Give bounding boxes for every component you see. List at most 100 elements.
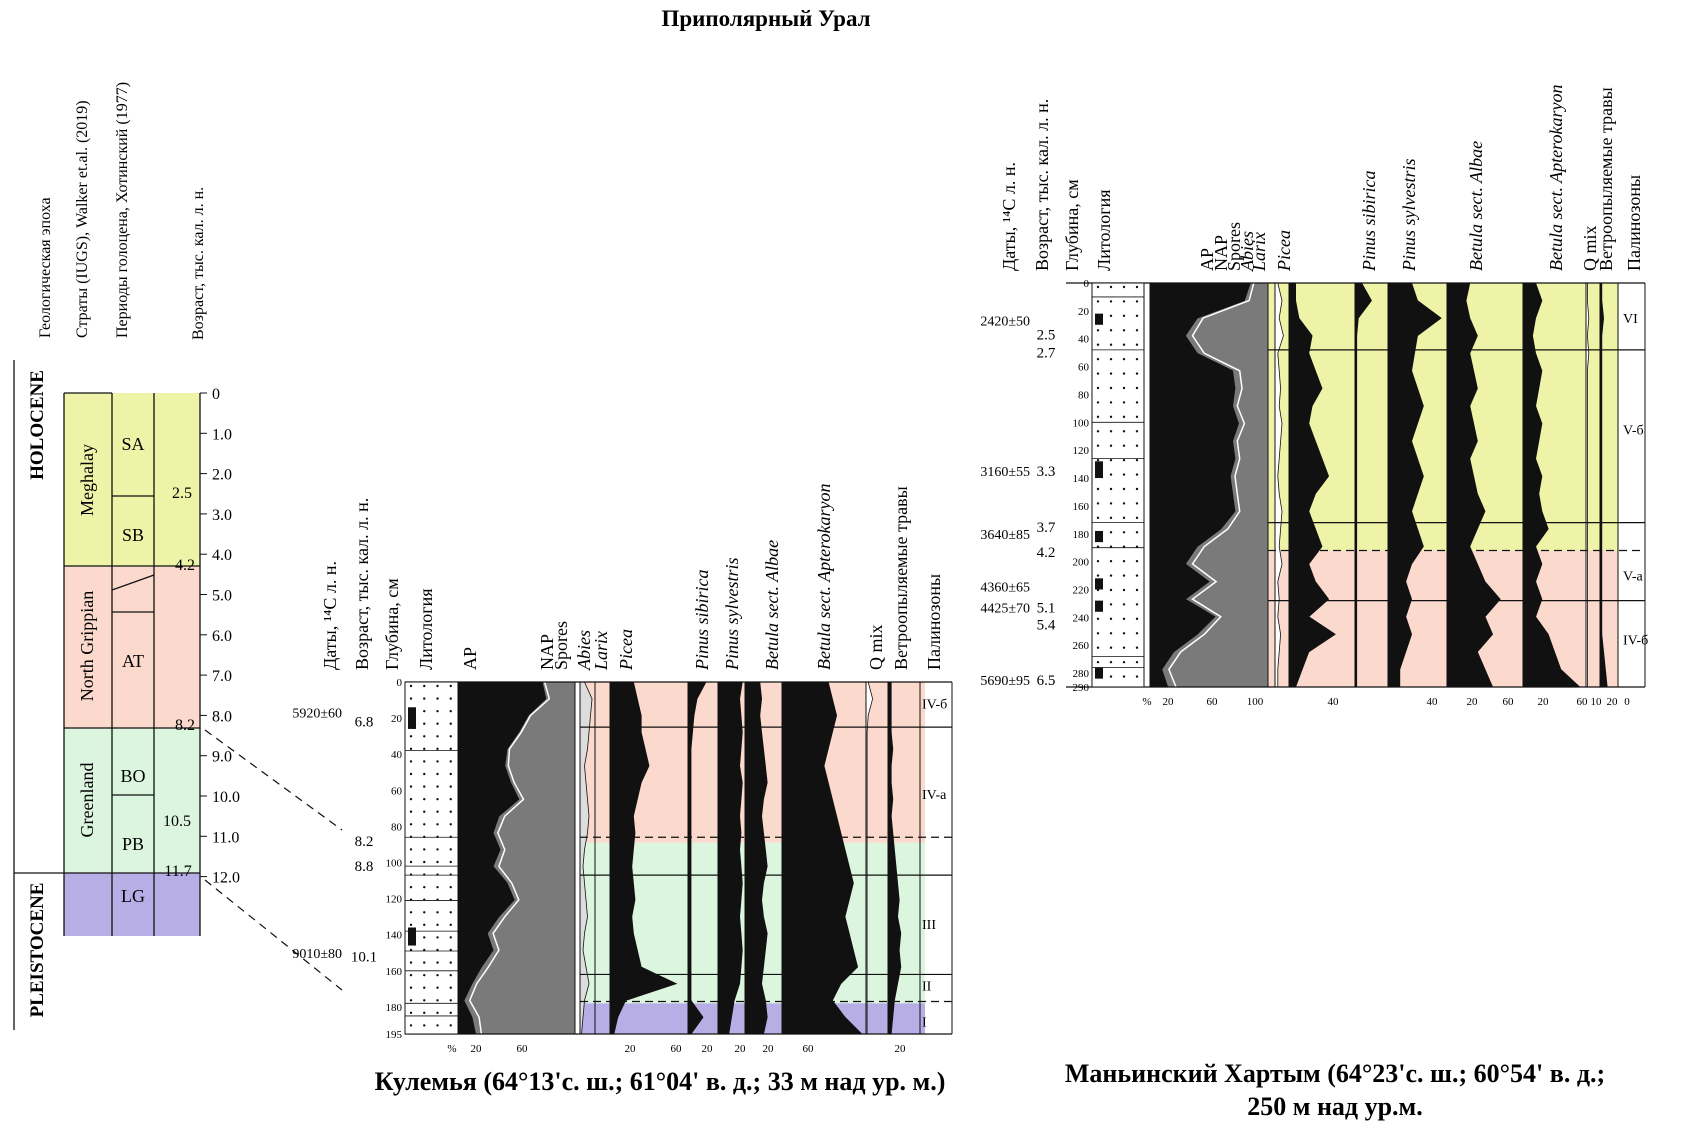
lithology-block	[1095, 600, 1103, 612]
lithology-dot	[1135, 386, 1139, 390]
lithology-dot	[1096, 386, 1100, 390]
lithology-dot	[423, 772, 426, 776]
age-tick-label: 1.0	[212, 426, 232, 443]
lithology-dot	[1109, 646, 1113, 649]
depth-label: 160	[386, 966, 403, 978]
curve-picea	[1288, 282, 1336, 688]
northgrippian-fill	[64, 566, 200, 728]
lithology-dot	[409, 961, 413, 964]
lithology-dot	[436, 986, 439, 989]
depth-label: 200	[1073, 557, 1090, 569]
lithology-dot	[423, 973, 426, 977]
lithology-dot	[1135, 343, 1139, 346]
lithology-dot	[436, 936, 439, 939]
lithology-dot	[423, 999, 426, 1002]
lithology-dot	[436, 797, 439, 801]
taxon-header: Spores	[551, 621, 571, 670]
palynozone-label: V-б	[1623, 423, 1644, 438]
lithology-dot	[1096, 660, 1100, 664]
lithology-dot	[1096, 487, 1100, 491]
lithology-dot	[449, 760, 452, 763]
lithology-dot	[409, 772, 413, 776]
lithology-dot	[1122, 343, 1126, 346]
age-tick-label: 12.0	[212, 870, 240, 887]
lithology-dot	[1135, 458, 1139, 462]
lithology-dot	[1122, 372, 1126, 375]
lithology-dot	[423, 848, 426, 851]
lithology-dot	[409, 923, 413, 927]
lithology-dot	[436, 772, 439, 776]
age-tick-label: 4.0	[212, 547, 232, 564]
lithology-dot	[449, 885, 452, 889]
calibrated-age: 4.2	[1037, 545, 1056, 561]
taxon-header: NAP	[1211, 235, 1231, 271]
lithology-dot	[423, 885, 426, 889]
lithology-dot	[449, 797, 452, 801]
taxon-header: Betula sect. Albae	[1466, 141, 1486, 271]
depth-label: 120	[1073, 445, 1090, 457]
lithology-dot	[449, 961, 452, 964]
lithology-dot	[1135, 401, 1139, 404]
lithology-dot	[449, 722, 452, 725]
lithology-dot	[1122, 487, 1126, 491]
lithology-dot	[1109, 473, 1113, 476]
lithology-dot	[1122, 675, 1126, 678]
taxon-header: Q mix	[866, 624, 886, 670]
calibrated-age: 6.8	[355, 715, 374, 731]
lithology-block	[408, 707, 416, 729]
lithology-dot	[1122, 314, 1126, 318]
lithology-dot	[1135, 603, 1139, 606]
lithology-dot	[1109, 343, 1113, 346]
lithology-dot	[1135, 660, 1139, 664]
taxon-header: Pinus sylvestris	[1399, 159, 1419, 273]
lithology-dot	[1135, 502, 1139, 505]
axis-tick-label: 0	[1624, 696, 1630, 708]
lithology-dot	[1096, 646, 1100, 649]
taxon-header: Pinus sylvestris	[722, 558, 742, 672]
taxon-header: Betula sect. Apterokaryon	[814, 484, 834, 670]
lithology-dot	[436, 735, 439, 738]
age-tick-label: 11.0	[212, 829, 239, 846]
curve-betula-apt	[781, 681, 863, 1035]
lithology-dot	[423, 860, 426, 864]
lithology-dot	[1096, 329, 1100, 332]
epoch-pleistocene: PLEISTOCENE	[27, 883, 48, 1018]
lithology-dot	[1122, 574, 1126, 577]
lithology-dot	[449, 911, 452, 914]
taxon-header: AP	[1197, 248, 1217, 271]
depth-label: 60	[391, 785, 403, 797]
lithology-dot	[1096, 415, 1100, 419]
lithology-dot	[1135, 300, 1139, 303]
lithology-dot	[449, 1011, 452, 1015]
taxon-header: Ветроопыляемые травы	[1596, 87, 1616, 271]
radiocarbon-date: 9010±80	[292, 947, 342, 962]
lithology-dot	[1109, 372, 1113, 375]
palynozone-label: IV-б	[1623, 634, 1648, 649]
lithology-block	[408, 927, 416, 946]
curve-pinus-sib	[1354, 282, 1372, 688]
lithology-dot	[1135, 675, 1139, 678]
taxon-header: Larix	[591, 631, 611, 671]
axis-tick-label: 20	[1607, 696, 1619, 708]
curve-picea	[609, 681, 678, 1035]
lithology-dot	[1109, 559, 1113, 563]
radiocarbon-date: 5690±95	[980, 674, 1030, 689]
calibrated-age: 5.4	[1037, 617, 1056, 633]
lithology-dot	[1109, 458, 1113, 462]
lithology-dot	[1135, 632, 1139, 635]
lithology-dot	[449, 1024, 452, 1027]
lithology-dot	[1122, 473, 1126, 476]
depth-label: 120	[386, 894, 403, 906]
lithology-dot	[423, 961, 426, 964]
lithology-dot	[409, 760, 413, 763]
age-tick-label: 6.0	[212, 628, 232, 645]
lithology-dot	[436, 823, 439, 826]
lithology-dot	[1122, 386, 1126, 390]
epoch-holocene: HOLOCENE	[27, 370, 48, 480]
lithology-dot	[1096, 559, 1100, 563]
lithology-dot	[423, 785, 426, 788]
lithology-dot	[1109, 603, 1113, 606]
curve-betula-alb	[1446, 282, 1501, 688]
lithology-dot	[1135, 617, 1139, 621]
